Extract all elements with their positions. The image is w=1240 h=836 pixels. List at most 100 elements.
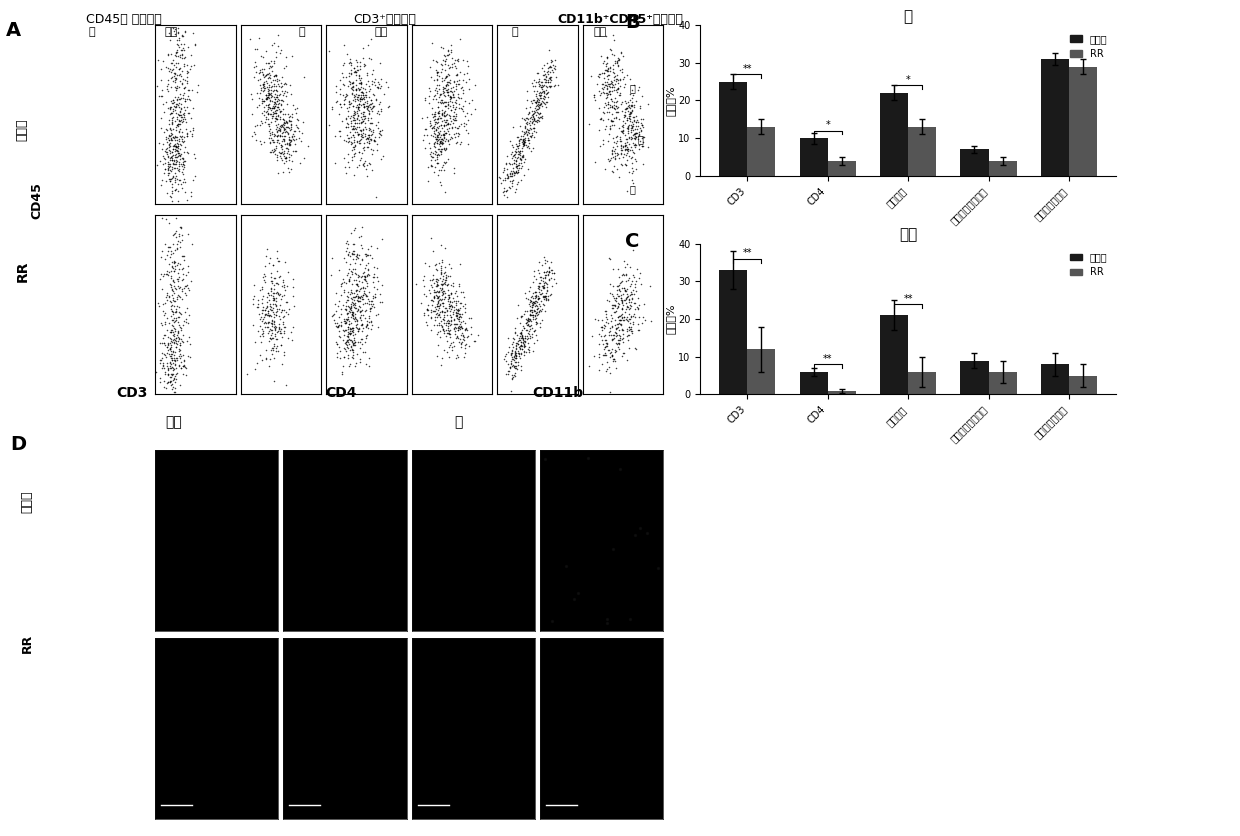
Point (534, 89, 554, 103)
Point (342, 293, 362, 306)
Point (343, 128, 363, 141)
Point (506, 346, 526, 359)
Point (439, 302, 459, 315)
Bar (1040, 59, 1069, 176)
Point (162, 298, 182, 311)
Point (353, 284, 373, 298)
Point (166, 337, 186, 350)
Point (357, 319, 377, 332)
Point (362, 116, 382, 130)
Point (170, 74, 190, 88)
Point (427, 273, 446, 286)
Point (536, 452, 556, 466)
Point (510, 334, 529, 347)
Point (347, 247, 367, 261)
Point (608, 134, 627, 147)
Point (609, 81, 629, 94)
Point (502, 151, 522, 165)
Point (600, 122, 620, 135)
Point (432, 358, 451, 371)
Point (281, 130, 301, 143)
Point (279, 134, 299, 147)
Point (534, 73, 554, 86)
Point (352, 92, 372, 105)
Point (448, 303, 467, 317)
Point (368, 115, 388, 129)
Point (503, 370, 523, 384)
Point (520, 324, 539, 338)
Point (458, 114, 477, 127)
Point (167, 299, 187, 313)
Point (264, 107, 284, 120)
Point (425, 84, 445, 97)
Point (522, 301, 542, 314)
Point (335, 342, 355, 355)
Point (162, 361, 182, 375)
Point (433, 137, 453, 150)
Point (606, 329, 626, 342)
Point (355, 270, 374, 283)
Point (175, 185, 195, 198)
Point (171, 354, 191, 368)
Point (608, 76, 627, 89)
Point (434, 125, 454, 138)
Point (606, 303, 626, 317)
Point (522, 305, 542, 319)
Point (527, 103, 547, 116)
Point (268, 112, 288, 125)
Point (174, 51, 193, 64)
Point (162, 367, 182, 380)
Point (489, 171, 508, 184)
Point (162, 127, 182, 140)
Point (432, 133, 451, 146)
Point (503, 149, 523, 162)
Point (355, 105, 374, 119)
Point (325, 297, 345, 310)
Point (439, 292, 459, 305)
Point (425, 81, 445, 94)
Point (272, 145, 291, 158)
Point (356, 329, 376, 343)
Point (334, 359, 353, 372)
Point (355, 83, 374, 96)
Point (605, 298, 625, 312)
Point (348, 110, 368, 123)
Point (343, 321, 363, 334)
Point (181, 48, 201, 62)
Point (357, 140, 377, 154)
Point (167, 327, 187, 340)
Point (263, 135, 283, 149)
Point (351, 239, 371, 252)
Point (601, 334, 621, 347)
Point (428, 95, 448, 109)
Point (537, 69, 557, 82)
Point (351, 289, 371, 303)
Point (347, 283, 367, 297)
Point (270, 324, 290, 338)
Point (506, 355, 526, 369)
Point (258, 296, 278, 309)
Point (632, 119, 652, 132)
Point (351, 341, 371, 354)
Point (250, 329, 270, 342)
Point (620, 110, 640, 123)
Point (343, 88, 363, 101)
Point (343, 83, 363, 96)
Point (507, 160, 527, 173)
Point (353, 281, 373, 294)
Point (277, 305, 296, 319)
Point (503, 173, 523, 186)
Point (253, 84, 273, 98)
Point (616, 96, 636, 110)
Point (351, 130, 371, 143)
Point (615, 157, 635, 171)
Point (153, 297, 172, 310)
Point (598, 83, 618, 96)
Point (155, 162, 175, 176)
Point (260, 308, 280, 322)
Point (598, 94, 618, 108)
Point (156, 133, 176, 146)
Point (353, 99, 373, 113)
Point (596, 307, 616, 320)
Point (626, 162, 646, 176)
